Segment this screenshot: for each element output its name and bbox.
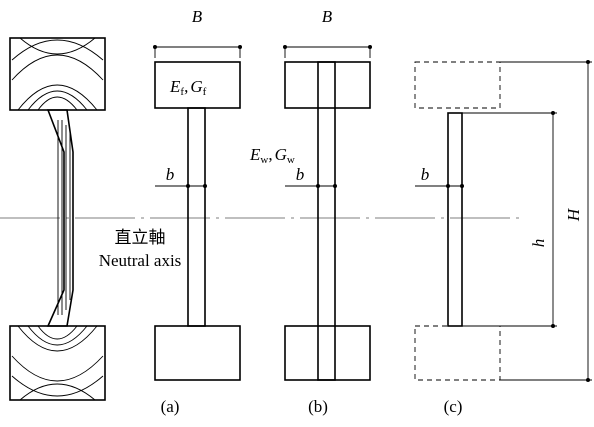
- dim-label: B: [192, 7, 203, 26]
- dim-label: b: [296, 165, 305, 184]
- caption: (c): [444, 397, 463, 416]
- diagram: B b Ef,Gf B b Ew,Gw b h H 直立軸 Neutral ax…: [0, 0, 594, 427]
- dim-label: b: [166, 165, 175, 184]
- axis-label: Neutral axis: [99, 251, 182, 270]
- flange-props: Ef,Gf: [169, 77, 207, 98]
- dim-label: h: [529, 239, 548, 248]
- web-props: Ew,Gw: [249, 145, 295, 166]
- dim-label: H: [564, 207, 583, 222]
- caption: (b): [308, 397, 328, 416]
- dim-label: b: [421, 165, 430, 184]
- axis-label: 直立軸: [115, 228, 166, 248]
- caption: (a): [161, 397, 180, 416]
- dim-label: B: [322, 7, 333, 26]
- section-b: [283, 45, 372, 380]
- timber-beam: [10, 38, 105, 400]
